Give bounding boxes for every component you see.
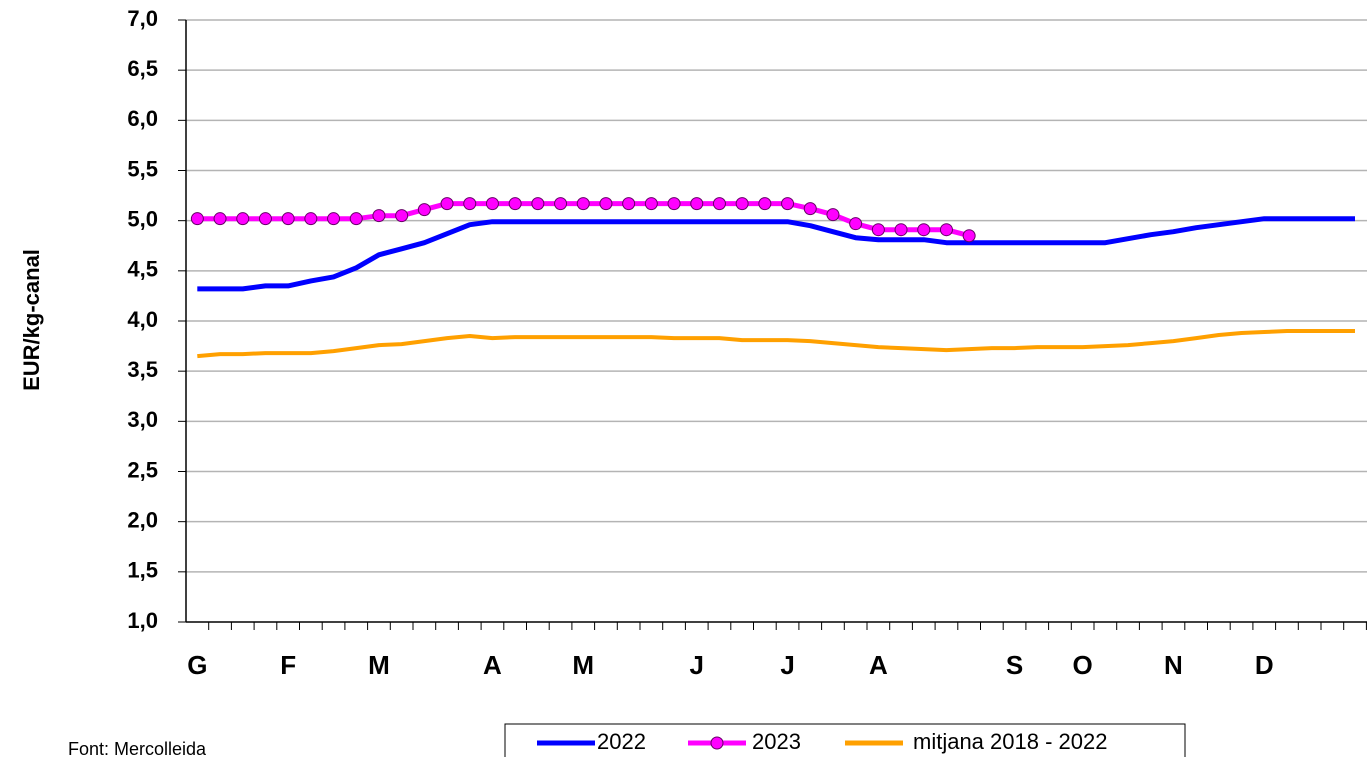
- x-tick-label: G: [187, 650, 207, 680]
- x-tick-label: D: [1255, 650, 1274, 680]
- series-marker: [849, 217, 863, 231]
- series-marker: [213, 212, 227, 226]
- series-marker: [667, 197, 681, 211]
- series-marker: [622, 197, 636, 211]
- series-marker: [417, 203, 431, 217]
- source-note: Font: Mercolleida: [68, 739, 207, 757]
- x-tick-label: N: [1164, 650, 1183, 680]
- series-marker: [304, 212, 318, 226]
- series-marker: [327, 212, 341, 226]
- x-tick-label: J: [690, 650, 704, 680]
- y-tick-label: 4,5: [127, 257, 158, 282]
- y-tick-label: 2,0: [127, 507, 158, 532]
- x-tick-label: F: [280, 650, 296, 680]
- series-marker: [395, 209, 409, 223]
- y-tick-label: 4,0: [127, 307, 158, 332]
- x-tick-label: A: [483, 650, 502, 680]
- legend-marker: [710, 736, 724, 750]
- series-marker: [871, 223, 885, 237]
- series-marker: [712, 197, 726, 211]
- series-marker: [917, 223, 931, 237]
- series-marker: [758, 197, 772, 211]
- series-marker: [508, 197, 522, 211]
- series-marker: [781, 197, 795, 211]
- series-marker: [735, 197, 749, 211]
- series-marker: [690, 197, 704, 211]
- series-marker: [962, 229, 976, 243]
- x-tick-label: M: [368, 650, 390, 680]
- y-tick-label: 3,0: [127, 407, 158, 432]
- series-line: [197, 329, 1355, 359]
- series-marker: [372, 209, 386, 223]
- y-tick-label: 2,5: [127, 457, 158, 482]
- series-marker: [576, 197, 590, 211]
- y-tick-label: 6,5: [127, 56, 158, 81]
- series-marker: [644, 197, 658, 211]
- x-tick-label: M: [572, 650, 594, 680]
- y-tick-label: 5,0: [127, 206, 158, 231]
- legend-label: 2023: [752, 729, 801, 754]
- series-marker: [554, 197, 568, 211]
- legend-label: mitjana 2018 - 2022: [913, 729, 1107, 754]
- y-tick-label: 1,0: [127, 608, 158, 633]
- series-marker: [894, 223, 908, 237]
- series-marker: [939, 223, 953, 237]
- y-tick-label: 6,0: [127, 106, 158, 131]
- series-marker: [531, 197, 545, 211]
- legend-label: 2022: [597, 729, 646, 754]
- series-marker: [349, 212, 363, 226]
- series-line: [197, 216, 1355, 292]
- x-tick-label: J: [780, 650, 794, 680]
- x-tick-label: A: [869, 650, 888, 680]
- series-marker: [463, 197, 477, 211]
- y-axis-title: EUR/kg-canal: [19, 249, 44, 391]
- y-tick-label: 5,5: [127, 156, 158, 181]
- series-marker: [440, 197, 454, 211]
- x-tick-label: O: [1073, 650, 1093, 680]
- series-marker: [485, 197, 499, 211]
- series-marker: [258, 212, 272, 226]
- series-marker: [599, 197, 613, 211]
- x-tick-label: S: [1006, 650, 1023, 680]
- series-marker: [281, 212, 295, 226]
- series-marker: [826, 208, 840, 222]
- series-marker: [803, 202, 817, 216]
- series-marker: [236, 212, 250, 226]
- y-tick-label: 3,5: [127, 357, 158, 382]
- y-tick-label: 7,0: [127, 6, 158, 31]
- series-marker: [190, 212, 204, 226]
- y-tick-label: 1,5: [127, 558, 158, 583]
